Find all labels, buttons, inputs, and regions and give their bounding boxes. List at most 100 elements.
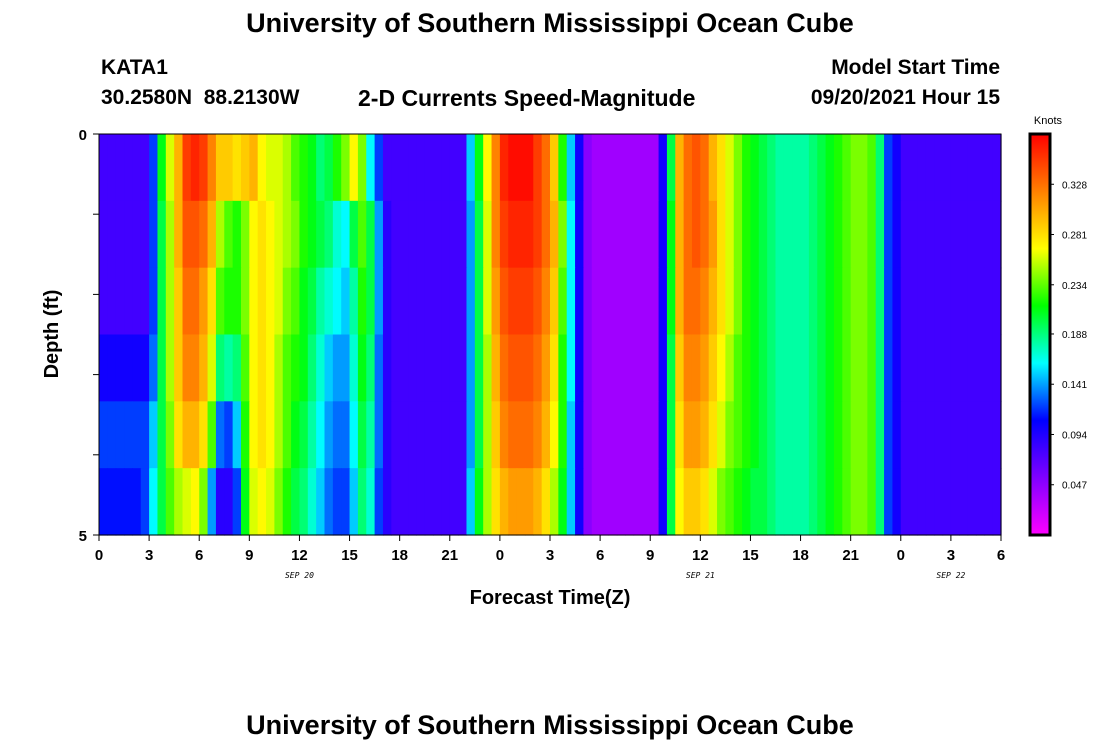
heatmap-cell xyxy=(224,134,234,202)
heatmap-cell xyxy=(700,401,710,469)
heatmap-cell xyxy=(934,200,944,269)
heatmap-cell xyxy=(215,334,225,402)
heatmap-cell xyxy=(207,401,217,469)
heatmap-cell xyxy=(132,468,142,536)
heatmap-cell xyxy=(416,267,426,336)
heatmap-cell xyxy=(767,267,777,336)
heatmap-cell xyxy=(566,401,576,469)
heatmap-cell xyxy=(850,401,860,469)
heatmap-cell xyxy=(382,134,392,202)
heatmap-cell xyxy=(491,334,501,402)
heatmap-cell xyxy=(558,134,568,202)
heatmap-cell xyxy=(691,200,701,269)
heatmap-cell xyxy=(608,468,618,536)
heatmap-cell xyxy=(792,134,802,202)
model-start-label: Model Start Time xyxy=(831,56,1000,79)
heatmap-cell xyxy=(140,134,150,202)
heatmap-cell xyxy=(942,401,952,469)
colorbar-gradient xyxy=(1028,132,1052,537)
heatmap-cell xyxy=(850,468,860,536)
heatmap-cell xyxy=(725,134,735,202)
heatmap-cell xyxy=(775,468,785,536)
heatmap-cell xyxy=(357,200,367,269)
heatmap-cell xyxy=(934,334,944,402)
heatmap-cell xyxy=(616,334,626,402)
heatmap-cell xyxy=(558,267,568,336)
heatmap-cell xyxy=(408,267,417,336)
heatmap-cell xyxy=(650,334,660,402)
heatmap-cell xyxy=(967,200,977,269)
heatmap-cell xyxy=(917,334,927,402)
heatmap-cell xyxy=(867,468,877,536)
heatmap-cell xyxy=(833,200,843,269)
heatmap-cell xyxy=(842,200,852,269)
heatmap-cell xyxy=(817,401,827,469)
heatmap-cell xyxy=(140,267,150,336)
heatmap-cell xyxy=(925,334,935,402)
heatmap-cell xyxy=(266,267,275,336)
heatmap-cell xyxy=(800,334,810,402)
heatmap-cell xyxy=(474,200,484,269)
heatmap-cell xyxy=(533,267,543,336)
heatmap-cell xyxy=(157,134,167,202)
heatmap-cell xyxy=(575,200,585,269)
heatmap-cell xyxy=(224,334,234,402)
heatmap-cell xyxy=(466,200,476,269)
heatmap-cell xyxy=(107,334,117,402)
heatmap-cell xyxy=(165,200,175,269)
heatmap-cell xyxy=(641,134,651,202)
colorbar-tick-label: 0.188 xyxy=(1062,330,1087,341)
heatmap-cell xyxy=(959,134,969,202)
heatmap-cell xyxy=(683,401,693,469)
heatmap-cell xyxy=(959,267,969,336)
heatmap-cell xyxy=(140,401,150,469)
heatmap-cell xyxy=(575,401,585,469)
heatmap-cell xyxy=(516,401,526,469)
y-axis-title: Depth (ft) xyxy=(41,290,63,379)
heatmap-cell xyxy=(992,401,1002,469)
heatmap-cell xyxy=(725,334,735,402)
heatmap-cell xyxy=(374,134,384,202)
heatmap-cell xyxy=(291,401,301,469)
heatmap-cell xyxy=(165,267,175,336)
heatmap-cell xyxy=(424,401,434,469)
x-tick-label: 6 xyxy=(596,547,604,564)
heatmap-cell xyxy=(441,401,451,469)
heatmap-cell xyxy=(132,334,142,402)
heatmap-cell xyxy=(792,200,802,269)
heatmap-cell xyxy=(441,267,451,336)
heatmap-cell xyxy=(833,334,843,402)
heatmap-cell xyxy=(149,401,159,469)
heatmap-cell xyxy=(742,401,752,469)
heatmap-cell xyxy=(984,401,994,469)
heatmap-cell xyxy=(516,334,526,402)
heatmap-cell xyxy=(842,134,852,202)
heatmap-cell xyxy=(875,468,885,536)
heatmap-cell xyxy=(975,334,985,402)
heatmap-cell xyxy=(700,200,710,269)
heatmap-cell xyxy=(783,267,793,336)
heatmap-cell xyxy=(499,401,509,469)
heatmap-cell xyxy=(215,468,225,536)
heatmap-cell xyxy=(900,468,910,536)
heatmap-cell xyxy=(917,401,927,469)
heatmap-cell xyxy=(700,334,710,402)
heatmap-cell xyxy=(332,468,342,536)
heatmap-cell xyxy=(800,267,810,336)
heatmap-cell xyxy=(499,267,509,336)
heatmap-cell xyxy=(708,468,718,536)
heatmap-cell xyxy=(357,334,367,402)
heatmap-cell xyxy=(875,334,885,402)
heatmap-cell xyxy=(316,401,326,469)
heatmap-cell xyxy=(942,200,952,269)
heatmap-cell xyxy=(391,468,401,536)
heatmap-cell xyxy=(859,401,868,469)
heatmap-cell xyxy=(666,200,676,269)
heatmap-cell xyxy=(165,334,175,402)
heatmap-cell xyxy=(608,401,618,469)
heatmap-cell xyxy=(967,334,977,402)
heatmap-cell xyxy=(925,401,935,469)
heatmap-cells xyxy=(99,134,1002,536)
heatmap-cell xyxy=(324,200,334,269)
heatmap-cell xyxy=(608,334,618,402)
